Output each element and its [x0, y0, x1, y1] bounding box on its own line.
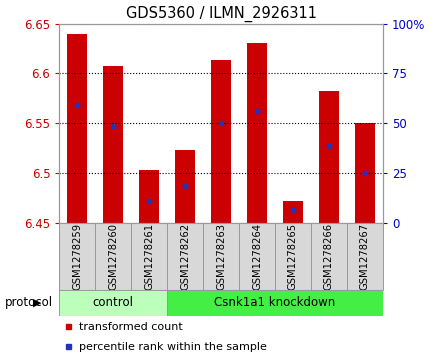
Text: protocol: protocol [4, 296, 52, 309]
Text: GSM1278259: GSM1278259 [72, 223, 82, 290]
Bar [59, 290, 167, 316]
Text: GSM1278260: GSM1278260 [108, 223, 118, 290]
Text: Csnk1a1 knockdown: Csnk1a1 knockdown [214, 296, 336, 309]
Text: GSM1278266: GSM1278266 [324, 223, 334, 290]
Bar [59, 223, 95, 290]
Bar [131, 223, 167, 290]
Bar [211, 60, 231, 223]
Text: transformed count: transformed count [79, 322, 183, 332]
Bar [175, 150, 195, 223]
Text: percentile rank within the sample: percentile rank within the sample [79, 342, 267, 352]
Text: GSM1278261: GSM1278261 [144, 223, 154, 290]
Text: GSM1278267: GSM1278267 [360, 223, 370, 290]
Bar [319, 91, 339, 223]
Text: control: control [93, 296, 134, 309]
Bar [167, 290, 383, 316]
Bar [95, 223, 131, 290]
Text: ▶: ▶ [33, 298, 42, 308]
Text: GSM1278262: GSM1278262 [180, 223, 190, 290]
Bar [139, 170, 159, 223]
Text: GSM1278264: GSM1278264 [252, 223, 262, 290]
Text: GSM1278265: GSM1278265 [288, 223, 298, 290]
Bar [347, 223, 383, 290]
Bar [247, 44, 267, 223]
Bar [283, 201, 303, 223]
Bar [203, 223, 239, 290]
Bar [67, 33, 87, 223]
Bar [275, 223, 311, 290]
Bar [103, 66, 123, 223]
Title: GDS5360 / ILMN_2926311: GDS5360 / ILMN_2926311 [125, 6, 317, 22]
Bar [167, 223, 203, 290]
Bar [355, 123, 375, 223]
Bar [311, 223, 347, 290]
Text: GSM1278263: GSM1278263 [216, 223, 226, 290]
Bar [239, 223, 275, 290]
